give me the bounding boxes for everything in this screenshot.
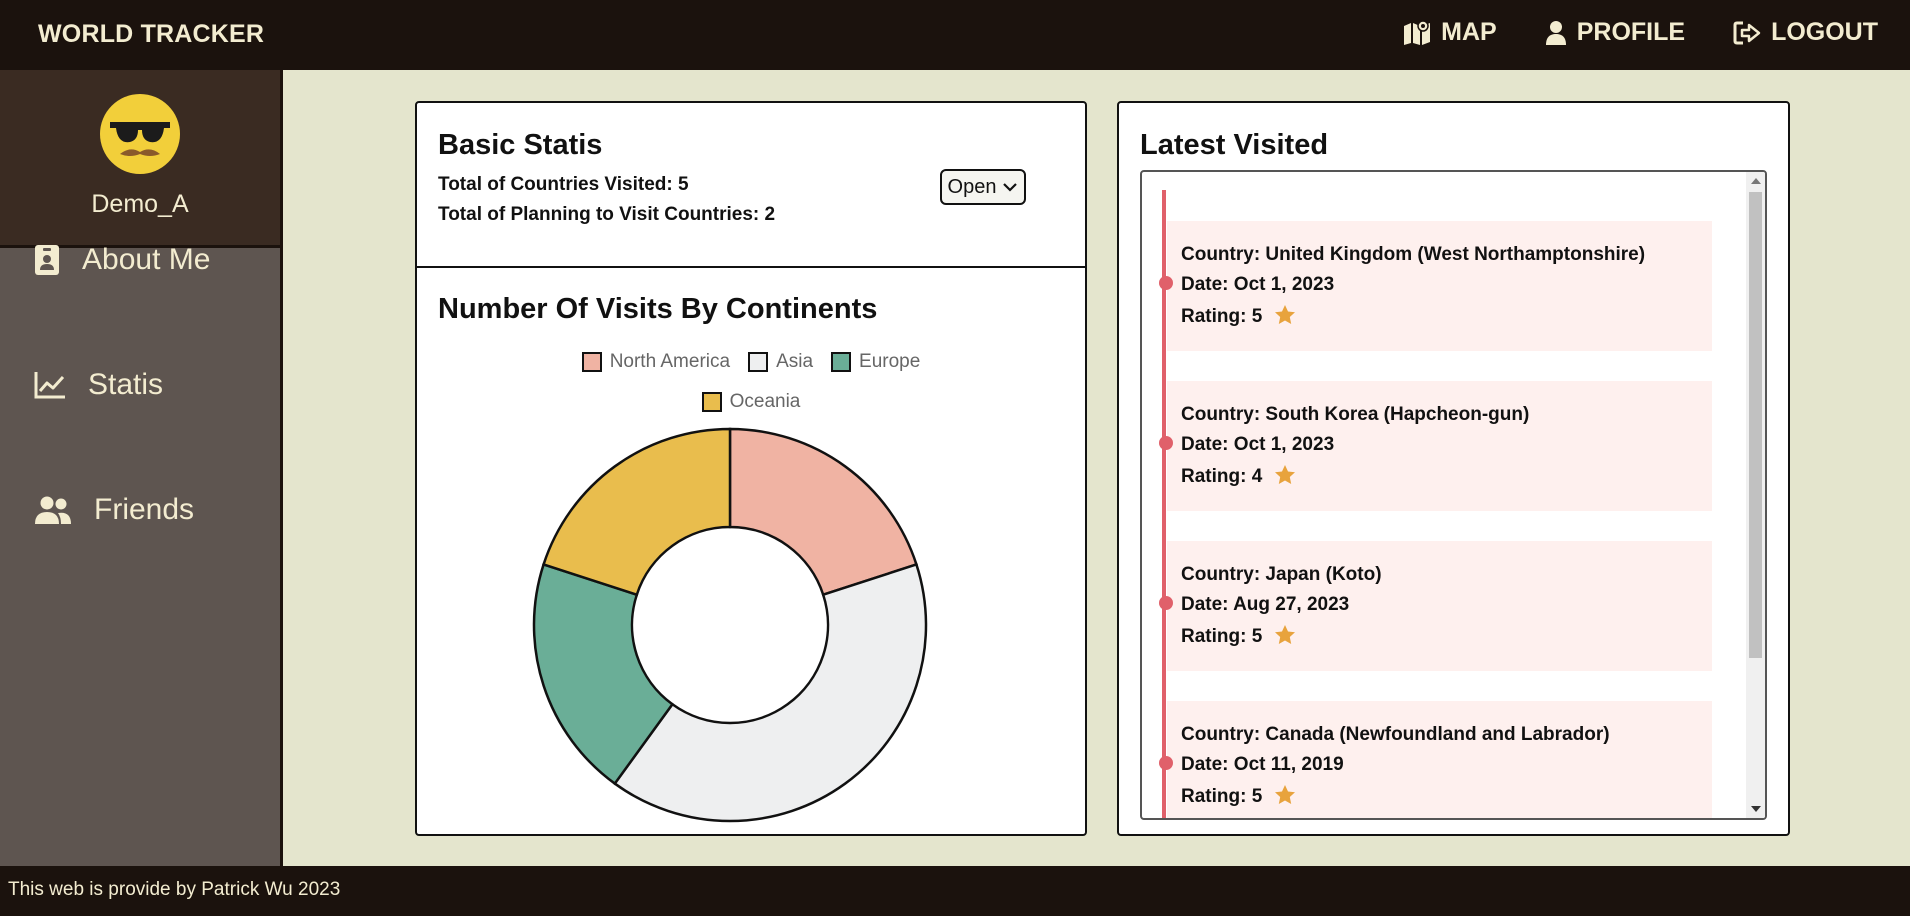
timeline-item: Country: Canada (Newfoundland and Labrad… — [1159, 701, 1712, 818]
scrollbar-thumb[interactable] — [1749, 192, 1762, 658]
chevron-down-icon — [1003, 183, 1018, 192]
visited-count: Total of Countries Visited: 5 — [438, 174, 689, 195]
timeline-rating-text: Rating: 5 — [1181, 786, 1263, 807]
nav-profile-link[interactable]: PROFILE — [1545, 18, 1685, 47]
username: Demo_A — [91, 190, 189, 218]
sidebar: Demo_A About Me Statis Friends — [0, 70, 283, 866]
chart-title: Number Of Visits By Continents — [438, 293, 878, 325]
chart-legend-row-1: North America Asia Europe — [417, 351, 1085, 373]
star-icon — [1274, 465, 1295, 484]
timeline-country: Country: Japan (Koto) — [1181, 564, 1382, 585]
legend-label: North America — [609, 351, 731, 372]
users-icon — [35, 496, 71, 524]
stats-title: Basic Statis — [438, 129, 603, 161]
legend-item[interactable]: North America — [581, 351, 731, 373]
sidebar-item-label: Friends — [94, 493, 195, 526]
timeline-date: Date: Oct 1, 2023 — [1181, 274, 1335, 295]
timeline-line — [1162, 190, 1166, 818]
timeline-dot — [1159, 436, 1173, 450]
sunglasses-mustache-emoji-icon — [100, 94, 180, 174]
line-chart-icon — [34, 372, 65, 399]
legend-label: Europe — [859, 351, 921, 372]
timeline-item: Country: United Kingdom (West Northampto… — [1159, 221, 1712, 351]
timeline-dot — [1159, 596, 1173, 610]
nav-logout-label: LOGOUT — [1771, 18, 1878, 46]
sidebar-item-statis[interactable]: Statis — [34, 368, 163, 402]
map-icon — [1404, 19, 1431, 45]
legend-swatch — [701, 392, 722, 412]
star-icon — [1274, 305, 1295, 324]
status-select-value: Open — [947, 175, 997, 198]
sidebar-item-friends[interactable]: Friends — [34, 493, 194, 527]
donut-slice-asia[interactable] — [613, 562, 928, 823]
nav-logout-link[interactable]: LOGOUT — [1733, 18, 1878, 47]
timeline-rating-text: Rating: 5 — [1181, 626, 1263, 647]
nav-profile-label: PROFILE — [1576, 18, 1686, 46]
timeline-rating: Rating: 5 — [1181, 624, 1296, 648]
donut-slice-north-america[interactable] — [728, 427, 918, 597]
top-navbar: WORLD TRACKER MAP PROFILE LOGOUT — [0, 0, 1910, 70]
scroll-up-arrow-icon[interactable] — [1751, 178, 1761, 184]
nav-map-link[interactable]: MAP — [1403, 18, 1497, 47]
timeline-date: Date: Oct 11, 2019 — [1181, 754, 1344, 775]
timeline-country: Country: United Kingdom (West Northampto… — [1181, 244, 1646, 265]
stats-card: Basic Statis Total of Countries Visited:… — [415, 101, 1087, 836]
brand-title[interactable]: WORLD TRACKER — [38, 20, 265, 48]
timeline-rating-text: Rating: 4 — [1181, 466, 1263, 487]
star-icon — [1274, 625, 1295, 644]
sidebar-item-label: Statis — [88, 368, 164, 401]
timeline-rating: Rating: 5 — [1181, 304, 1296, 328]
timeline-scrollbar[interactable] — [1746, 172, 1765, 818]
timeline-rating-text: Rating: 5 — [1181, 306, 1263, 327]
timeline-country: Country: Canada (Newfoundland and Labrad… — [1181, 724, 1610, 745]
logout-icon — [1733, 21, 1761, 44]
footer: This web is provide by Patrick Wu 2023 — [0, 866, 1910, 916]
timeline-dot — [1159, 276, 1173, 290]
star-icon — [1274, 785, 1295, 804]
chart-legend-row-2: Oceania — [417, 391, 1085, 413]
donut-slice-oceania[interactable] — [542, 427, 732, 597]
timeline-date: Date: Aug 27, 2023 — [1181, 594, 1350, 615]
legend-label: Oceania — [729, 391, 801, 412]
timeline-date: Date: Oct 1, 2023 — [1181, 434, 1335, 455]
legend-swatch — [581, 352, 602, 372]
latest-visited-card: Latest Visited Country: United Kingdom (… — [1117, 101, 1790, 836]
continents-donut-chart — [532, 427, 928, 823]
legend-label: Asia — [776, 351, 814, 372]
basic-stats-section: Basic Statis Total of Countries Visited:… — [417, 103, 1085, 268]
donut-slice-europe[interactable] — [532, 562, 675, 786]
legend-swatch — [831, 352, 852, 372]
sidebar-item-about-me[interactable]: About Me — [34, 243, 210, 277]
user-icon — [1545, 20, 1566, 45]
top-nav: MAP PROFILE LOGOUT — [1355, 18, 1878, 47]
legend-swatch — [748, 352, 769, 372]
timeline-dot — [1159, 756, 1173, 770]
scroll-down-arrow-icon[interactable] — [1751, 806, 1761, 812]
footer-text: This web is provide by Patrick Wu 2023 — [8, 879, 341, 900]
timeline-rating: Rating: 5 — [1181, 784, 1296, 808]
timeline-scroll-box[interactable]: Country: United Kingdom (West Northampto… — [1140, 170, 1767, 820]
timeline-rating: Rating: 4 — [1181, 464, 1296, 488]
latest-title: Latest Visited — [1140, 129, 1329, 161]
status-select[interactable]: Open — [940, 169, 1026, 205]
timeline-country: Country: South Korea (Hapcheon-gun) — [1181, 404, 1530, 425]
nav-map-label: MAP — [1441, 18, 1497, 46]
sidebar-item-label: About Me — [82, 243, 211, 276]
planning-count: Total of Planning to Visit Countries: 2 — [438, 204, 776, 225]
legend-item[interactable]: Oceania — [701, 391, 801, 413]
timeline-item: Country: South Korea (Hapcheon-gun) Date… — [1159, 381, 1712, 511]
id-badge-icon — [35, 245, 59, 275]
legend-item[interactable]: Europe — [831, 351, 920, 373]
user-box: Demo_A — [0, 70, 280, 248]
timeline-item: Country: Japan (Koto) Date: Aug 27, 2023… — [1159, 541, 1712, 671]
legend-item[interactable]: Asia — [748, 351, 813, 373]
